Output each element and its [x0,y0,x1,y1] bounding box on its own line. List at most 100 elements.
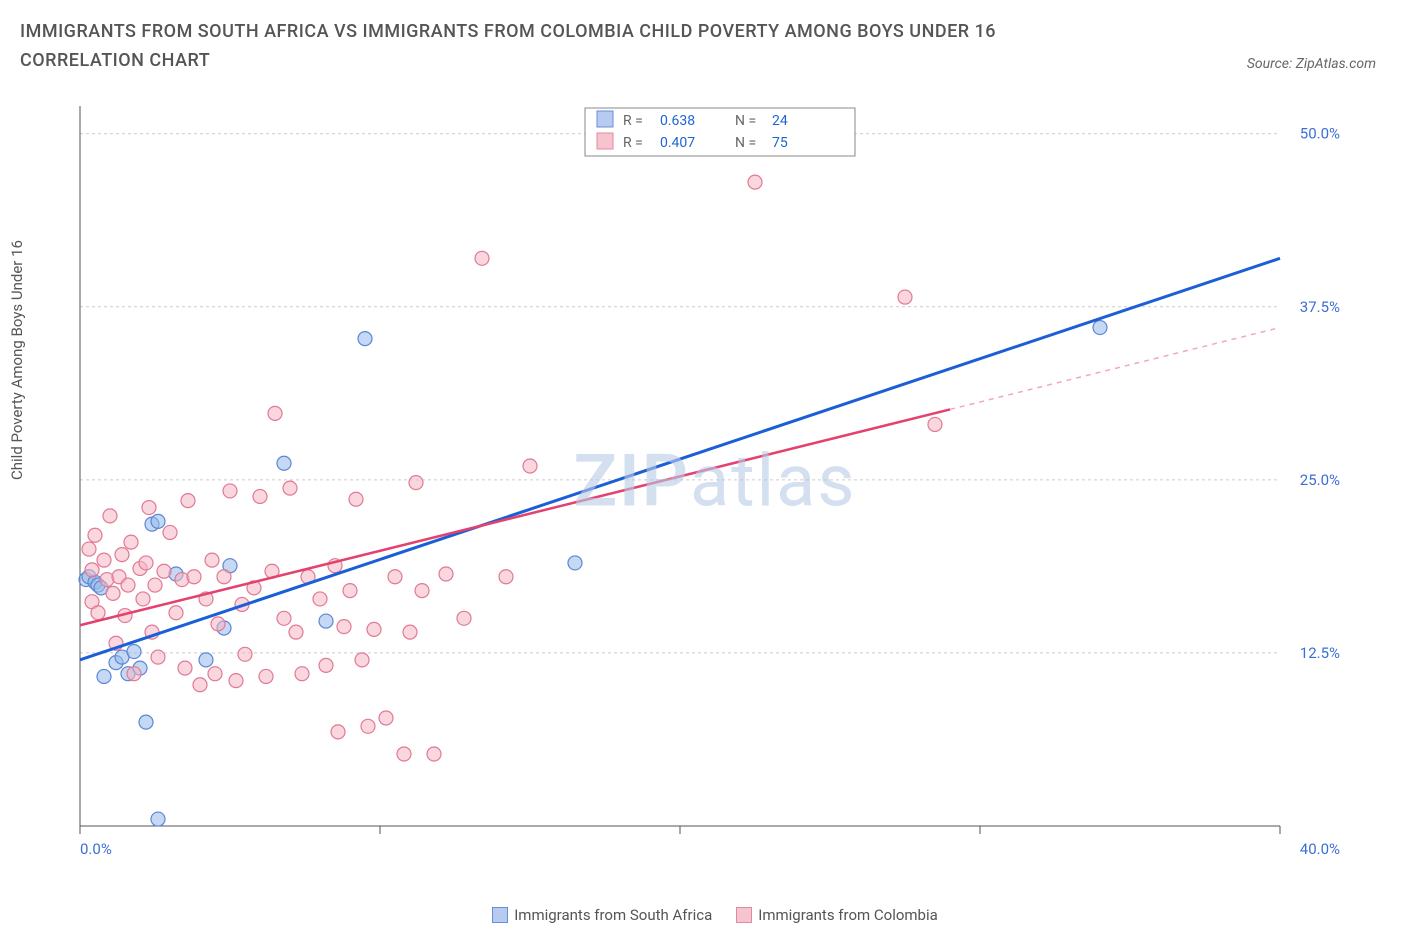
scatter-point-colombia [379,711,393,725]
trendline-extrap-colombia [950,328,1280,410]
scatter-point-colombia [403,625,417,639]
trendline-south_africa [80,258,1280,660]
scatter-point-colombia [211,617,225,631]
scatter-point-colombia [181,494,195,508]
scatter-point-colombia [142,501,156,515]
scatter-point-colombia [277,611,291,625]
scatter-point-colombia [124,535,138,549]
scatter-point-colombia [439,567,453,581]
legend-swatch [492,907,508,923]
legend-series-label: Immigrants from South Africa [514,906,712,924]
x-tick-label: 0.0% [80,840,112,858]
scatter-point-colombia [361,719,375,733]
scatter-point-colombia [253,489,267,503]
scatter-point-colombia [193,678,207,692]
scatter-point-colombia [388,570,402,584]
scatter-point-colombia [217,570,231,584]
x-axis-legend: Immigrants from South Africa Immigrants f… [0,906,1406,924]
scatter-point-colombia [898,290,912,304]
trendline-colombia [80,409,950,625]
scatter-point-south_africa [151,812,165,826]
y-tick-label: 25.0% [1300,471,1340,489]
scatter-point-colombia [97,553,111,567]
scatter-plot: 12.5% 25.0% 37.5% 50.0% 0.0% 40.0% R = 0.638 N =… [70,96,1360,866]
scatter-point-colombia [409,476,423,490]
scatter-point-colombia [457,611,471,625]
scatter-point-colombia [331,725,345,739]
scatter-point-colombia [337,620,351,634]
legend-n-label: N = [735,113,756,129]
y-tick-label: 37.5% [1300,298,1340,316]
scatter-point-colombia [136,592,150,606]
legend-swatch [736,907,752,923]
scatter-point-colombia [268,406,282,420]
scatter-point-south_africa [127,645,141,659]
scatter-point-south_africa [199,653,213,667]
scatter-point-colombia [523,459,537,473]
scatter-point-colombia [223,484,237,498]
scatter-point-colombia [187,570,201,584]
scatter-point-colombia [748,175,762,189]
y-tick-label: 50.0% [1300,125,1340,143]
scatter-point-colombia [163,525,177,539]
scatter-point-colombia [88,528,102,542]
scatter-point-colombia [289,625,303,639]
scatter-point-colombia [148,578,162,592]
scatter-point-colombia [499,570,513,584]
scatter-point-colombia [229,674,243,688]
scatter-point-colombia [169,606,183,620]
scatter-point-colombia [121,578,135,592]
legend-r-label: R = [623,113,643,129]
legend-n-value: 24 [772,113,788,129]
scatter-point-colombia [127,667,141,681]
scatter-point-colombia [157,564,171,578]
legend-r-label: R = [623,135,643,151]
y-axis-label: Child Poverty Among Boys Under 16 [8,240,26,480]
scatter-point-south_africa [97,669,111,683]
scatter-point-colombia [355,653,369,667]
legend-swatch [597,111,613,127]
scatter-point-south_africa [568,556,582,570]
scatter-point-south_africa [139,715,153,729]
scatter-point-south_africa [151,514,165,528]
scatter-point-colombia [415,584,429,598]
scatter-point-south_africa [358,332,372,346]
scatter-point-colombia [115,548,129,562]
scatter-point-colombia [367,622,381,636]
y-tick-label: 12.5% [1300,644,1340,662]
scatter-point-colombia [82,542,96,556]
source-label: Source: ZipAtlas.com [1247,56,1376,72]
scatter-point-colombia [475,251,489,265]
scatter-point-colombia [106,586,120,600]
scatter-point-colombia [349,492,363,506]
legend-series-label: Immigrants from Colombia [758,906,938,924]
scatter-point-colombia [343,584,357,598]
scatter-point-colombia [397,747,411,761]
legend-swatch [597,133,613,149]
scatter-point-colombia [178,661,192,675]
scatter-point-colombia [313,592,327,606]
scatter-point-colombia [427,747,441,761]
scatter-point-colombia [151,650,165,664]
chart-title: IMMIGRANTS FROM SOUTH AFRICA VS IMMIGRAN… [20,18,1120,76]
scatter-point-colombia [283,481,297,495]
scatter-point-colombia [139,556,153,570]
legend-n-value: 75 [772,135,788,151]
x-tick-label: 40.0% [1300,840,1340,858]
scatter-point-colombia [238,647,252,661]
scatter-point-colombia [205,553,219,567]
scatter-point-colombia [85,563,99,577]
scatter-point-colombia [208,667,222,681]
scatter-point-colombia [295,667,309,681]
scatter-point-south_africa [1093,321,1107,335]
scatter-point-south_africa [277,456,291,470]
legend-n-label: N = [735,135,756,151]
scatter-point-south_africa [319,614,333,628]
scatter-point-colombia [928,417,942,431]
scatter-point-colombia [259,669,273,683]
legend-r-value: 0.638 [660,113,695,129]
legend-r-value: 0.407 [660,135,695,151]
scatter-point-colombia [103,509,117,523]
scatter-point-colombia [91,606,105,620]
scatter-point-colombia [319,658,333,672]
